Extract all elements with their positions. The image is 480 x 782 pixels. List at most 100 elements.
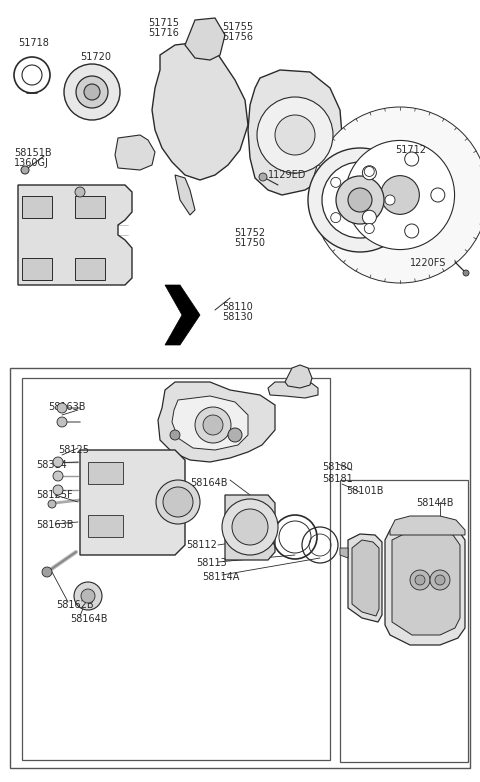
Circle shape — [75, 187, 85, 197]
Text: 51752: 51752 — [234, 228, 265, 238]
Polygon shape — [115, 135, 155, 170]
Circle shape — [410, 570, 430, 590]
Circle shape — [362, 166, 376, 180]
Text: 58162B: 58162B — [56, 600, 94, 610]
Polygon shape — [268, 382, 318, 398]
Text: 51718: 51718 — [18, 38, 49, 48]
Circle shape — [21, 166, 29, 174]
Text: 51720: 51720 — [80, 52, 111, 62]
Polygon shape — [225, 495, 275, 560]
Text: 58125F: 58125F — [36, 490, 72, 500]
Circle shape — [57, 403, 67, 413]
Polygon shape — [165, 285, 200, 345]
Text: 1360GJ: 1360GJ — [14, 158, 49, 168]
Text: 58181: 58181 — [322, 474, 353, 484]
Circle shape — [76, 76, 108, 108]
Circle shape — [405, 224, 419, 238]
Circle shape — [430, 570, 450, 590]
Circle shape — [435, 575, 445, 585]
Text: 51750: 51750 — [234, 238, 265, 248]
Text: 1220FS: 1220FS — [410, 258, 446, 268]
Polygon shape — [18, 185, 132, 285]
Text: 58164B: 58164B — [190, 478, 228, 488]
Polygon shape — [392, 530, 460, 635]
Circle shape — [405, 152, 419, 166]
Polygon shape — [185, 18, 225, 60]
Circle shape — [84, 84, 100, 100]
Polygon shape — [172, 396, 248, 450]
Circle shape — [364, 224, 374, 234]
Polygon shape — [348, 534, 382, 622]
Text: 51716: 51716 — [148, 28, 179, 38]
Circle shape — [381, 176, 420, 214]
Circle shape — [431, 188, 445, 202]
Circle shape — [81, 589, 95, 603]
Circle shape — [53, 485, 63, 495]
Polygon shape — [175, 175, 195, 215]
Circle shape — [14, 57, 50, 93]
Circle shape — [170, 430, 180, 440]
Circle shape — [53, 471, 63, 481]
Text: 58101B: 58101B — [346, 486, 384, 496]
Circle shape — [463, 270, 469, 276]
Circle shape — [336, 176, 384, 224]
Text: 51715: 51715 — [148, 18, 179, 28]
Bar — [88, 515, 123, 537]
Bar — [10, 368, 470, 768]
Text: 58113: 58113 — [196, 558, 227, 568]
Polygon shape — [248, 70, 342, 195]
Bar — [22, 378, 330, 760]
Circle shape — [195, 407, 231, 443]
Circle shape — [385, 195, 395, 205]
Text: 58110: 58110 — [222, 302, 253, 312]
Polygon shape — [352, 540, 379, 616]
Bar — [75, 258, 105, 280]
Circle shape — [48, 500, 56, 508]
Text: 58144B: 58144B — [416, 498, 454, 508]
Circle shape — [156, 480, 200, 524]
Bar — [22, 258, 52, 280]
Bar — [340, 480, 468, 762]
Circle shape — [53, 457, 63, 467]
Circle shape — [203, 415, 223, 435]
Circle shape — [228, 428, 242, 442]
Polygon shape — [340, 548, 348, 558]
Bar — [88, 462, 123, 484]
Circle shape — [362, 210, 376, 224]
Text: 58164B: 58164B — [70, 614, 108, 624]
Circle shape — [74, 582, 102, 610]
Circle shape — [222, 499, 278, 555]
Circle shape — [308, 148, 412, 252]
Circle shape — [312, 107, 480, 283]
Text: 51755: 51755 — [222, 22, 253, 32]
Text: 58180: 58180 — [322, 462, 353, 472]
Wedge shape — [28, 55, 36, 75]
Circle shape — [275, 115, 315, 155]
Polygon shape — [285, 365, 312, 388]
Circle shape — [322, 162, 398, 238]
Circle shape — [64, 64, 120, 120]
Text: 58112: 58112 — [186, 540, 217, 550]
Text: 58314: 58314 — [36, 460, 67, 470]
Circle shape — [257, 97, 333, 173]
Circle shape — [415, 575, 425, 585]
Polygon shape — [80, 450, 185, 555]
Text: 58163B: 58163B — [36, 520, 73, 530]
Text: 58125: 58125 — [58, 445, 89, 455]
Polygon shape — [385, 525, 465, 645]
Polygon shape — [152, 42, 248, 180]
Bar — [75, 196, 105, 218]
Circle shape — [22, 65, 42, 85]
Circle shape — [331, 213, 341, 223]
Text: 58114A: 58114A — [202, 572, 240, 582]
Circle shape — [57, 417, 67, 427]
Circle shape — [331, 178, 341, 188]
Polygon shape — [390, 516, 465, 535]
Text: 58151B: 58151B — [14, 148, 52, 158]
Circle shape — [346, 141, 455, 249]
Text: 58161B: 58161B — [188, 430, 226, 440]
Polygon shape — [158, 382, 275, 462]
Text: 51756: 51756 — [222, 32, 253, 42]
Circle shape — [232, 509, 268, 545]
Circle shape — [163, 487, 193, 517]
